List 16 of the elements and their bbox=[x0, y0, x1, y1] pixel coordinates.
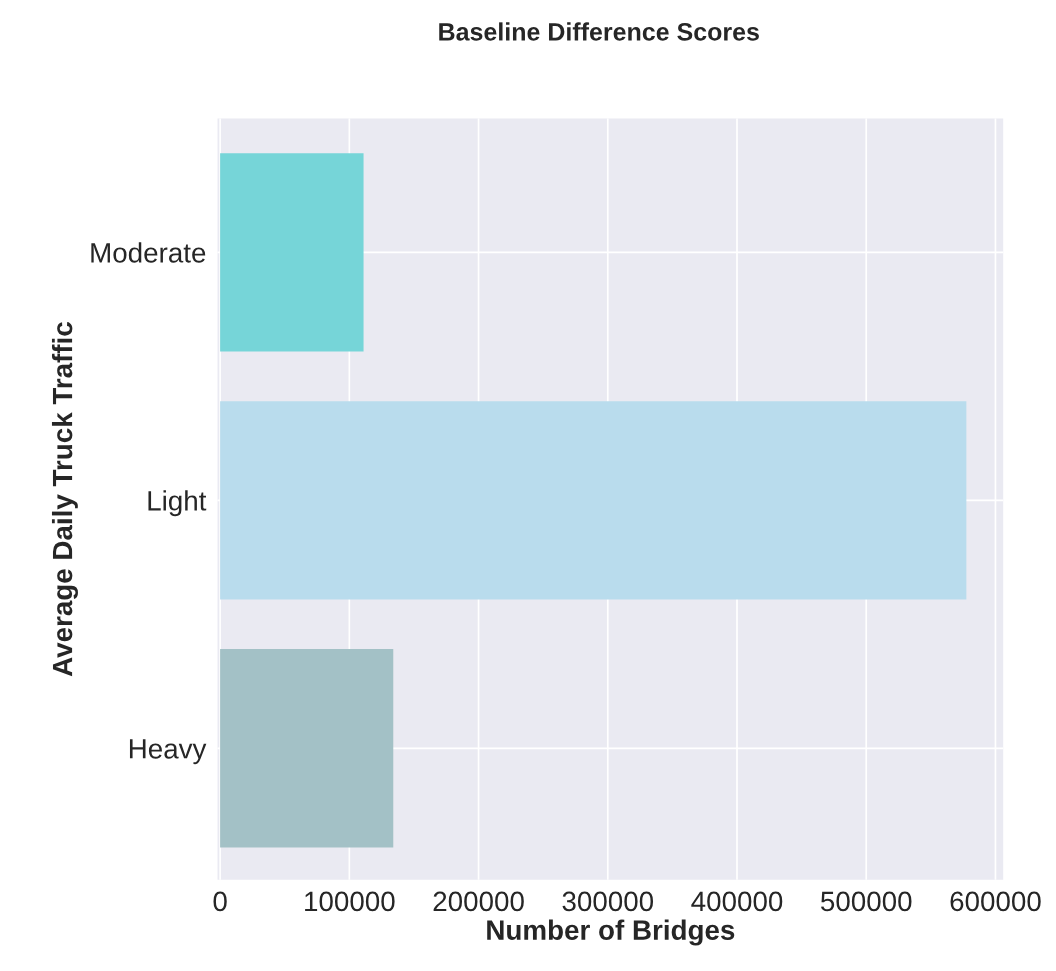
x-tick-label: 0 bbox=[213, 891, 227, 912]
x-tick-label: 300000 bbox=[562, 891, 654, 912]
chart-title: Baseline Difference Scores bbox=[439, 22, 759, 41]
y-tick-label: Heavy bbox=[129, 739, 207, 765]
x-tick-label: 400000 bbox=[691, 891, 783, 912]
y-tick-label: Light bbox=[148, 490, 207, 517]
bar bbox=[220, 153, 364, 352]
x-tick-label: 100000 bbox=[305, 891, 395, 912]
y-axis-title: Average Daily Truck Traffic bbox=[51, 322, 78, 677]
x-tick-label: 200000 bbox=[433, 891, 524, 912]
bar bbox=[220, 649, 394, 848]
x-tick-label: 500000 bbox=[821, 891, 912, 912]
bar bbox=[220, 401, 967, 600]
x-tick-label: 600000 bbox=[950, 891, 1041, 912]
x-axis-title: Number of Bridges bbox=[487, 919, 735, 946]
y-tick-label: Moderate bbox=[91, 242, 206, 263]
